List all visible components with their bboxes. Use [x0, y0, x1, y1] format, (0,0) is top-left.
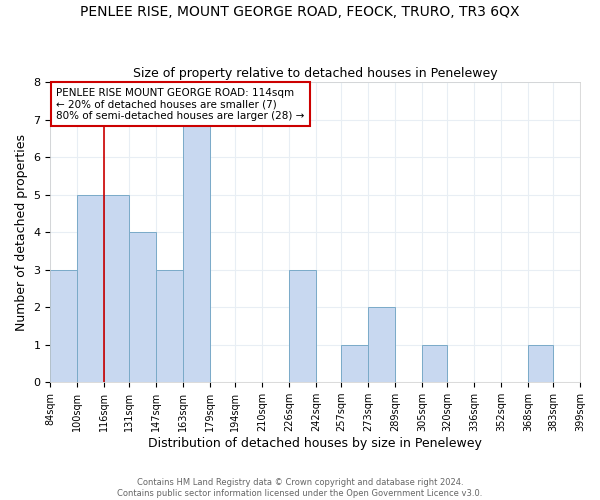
Bar — [130, 232, 157, 382]
Bar — [422, 344, 447, 382]
Y-axis label: Number of detached properties: Number of detached properties — [15, 134, 28, 330]
Bar — [528, 344, 553, 382]
Bar — [368, 307, 395, 382]
Bar — [77, 194, 104, 382]
Bar — [157, 270, 183, 382]
Bar — [50, 270, 77, 382]
Text: PENLEE RISE MOUNT GEORGE ROAD: 114sqm
← 20% of detached houses are smaller (7)
8: PENLEE RISE MOUNT GEORGE ROAD: 114sqm ← … — [56, 88, 304, 121]
Title: Size of property relative to detached houses in Penelewey: Size of property relative to detached ho… — [133, 66, 497, 80]
Bar — [183, 120, 210, 382]
X-axis label: Distribution of detached houses by size in Penelewey: Distribution of detached houses by size … — [148, 437, 482, 450]
Text: Contains HM Land Registry data © Crown copyright and database right 2024.
Contai: Contains HM Land Registry data © Crown c… — [118, 478, 482, 498]
Bar — [341, 344, 368, 382]
Bar — [289, 270, 316, 382]
Text: PENLEE RISE, MOUNT GEORGE ROAD, FEOCK, TRURO, TR3 6QX: PENLEE RISE, MOUNT GEORGE ROAD, FEOCK, T… — [80, 5, 520, 19]
Bar — [104, 194, 130, 382]
